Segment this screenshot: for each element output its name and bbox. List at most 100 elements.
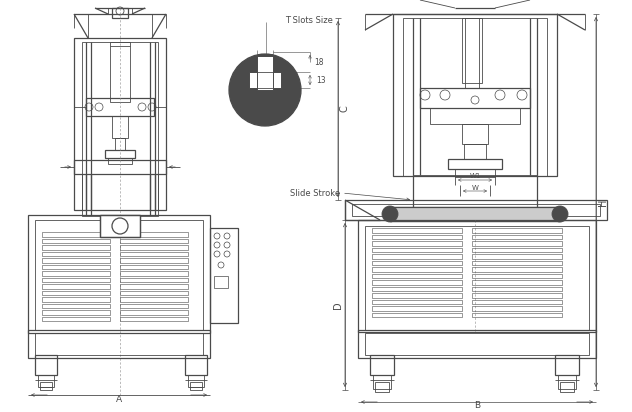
Text: W1: W1 (470, 173, 481, 179)
Bar (372, 312, 462, 317)
Bar (365, 226, 589, 330)
Bar (372, 306, 462, 311)
Bar (358, 220, 596, 332)
Bar (120, 271, 188, 276)
Bar (185, 355, 207, 375)
Bar (120, 265, 188, 269)
Bar (390, 207, 560, 221)
Bar (472, 248, 562, 252)
Bar (105, 150, 135, 158)
Bar (42, 245, 110, 250)
Bar (375, 382, 389, 392)
Bar (120, 258, 188, 262)
Bar (28, 330, 210, 358)
Bar (472, 274, 562, 278)
Bar (472, 306, 562, 311)
Bar (42, 297, 110, 302)
Bar (372, 234, 462, 239)
Bar (86, 98, 154, 116)
Bar (472, 260, 562, 265)
Bar (465, 18, 479, 88)
Bar (42, 239, 110, 243)
Bar (120, 278, 188, 282)
Bar (42, 278, 110, 282)
Bar (214, 276, 228, 288)
Bar (472, 228, 562, 232)
Bar (42, 251, 110, 256)
Bar (100, 215, 140, 237)
Bar (210, 228, 238, 323)
Bar (558, 375, 576, 389)
Bar (372, 228, 462, 232)
Bar (120, 239, 188, 243)
Bar (42, 290, 110, 295)
Bar (472, 312, 562, 317)
Bar (390, 207, 560, 221)
Bar (372, 248, 462, 252)
Bar (100, 215, 140, 237)
Circle shape (382, 206, 398, 222)
Bar (472, 280, 562, 285)
Bar (120, 316, 188, 321)
Bar (420, 88, 530, 108)
Bar (393, 14, 557, 176)
Bar (249, 72, 281, 88)
Bar (35, 220, 203, 330)
Bar (472, 293, 562, 297)
Bar (42, 232, 110, 236)
Bar (249, 72, 281, 88)
Bar (403, 18, 547, 176)
Bar (120, 251, 188, 256)
Bar (472, 286, 562, 291)
Bar (462, 18, 482, 83)
Bar (74, 160, 166, 174)
Bar (560, 382, 574, 392)
Text: H: H (598, 198, 608, 206)
Bar (448, 159, 502, 169)
Bar (352, 204, 600, 216)
Bar (372, 260, 462, 265)
Bar (35, 355, 57, 375)
Bar (42, 284, 110, 288)
Bar (390, 207, 560, 221)
Bar (120, 284, 188, 288)
Text: D: D (333, 301, 343, 309)
Bar (372, 274, 462, 278)
Bar (82, 42, 158, 210)
Bar (120, 297, 188, 302)
Bar (42, 310, 110, 314)
Text: B: B (474, 400, 480, 410)
Bar (115, 138, 125, 150)
Bar (42, 316, 110, 321)
Circle shape (552, 206, 568, 222)
Bar (40, 382, 52, 390)
Bar (120, 310, 188, 314)
Bar (108, 158, 132, 164)
Bar (462, 124, 488, 144)
Bar (257, 56, 273, 90)
Text: A: A (116, 396, 122, 405)
Bar (74, 38, 166, 210)
Bar (42, 271, 110, 276)
Text: C: C (339, 105, 349, 112)
Bar (372, 254, 462, 258)
Text: 13: 13 (316, 75, 325, 84)
Bar (372, 280, 462, 285)
Bar (372, 241, 462, 246)
Bar (372, 267, 462, 272)
Bar (372, 286, 462, 291)
Bar (112, 8, 128, 18)
Bar (472, 254, 562, 258)
Bar (370, 355, 394, 375)
Bar (413, 175, 537, 217)
Bar (28, 215, 210, 333)
Bar (455, 169, 495, 177)
Bar (120, 304, 188, 308)
Bar (120, 245, 188, 250)
Bar (120, 232, 188, 236)
Bar (110, 42, 130, 102)
Bar (358, 330, 596, 358)
Bar (472, 234, 562, 239)
Bar (82, 174, 158, 216)
Bar (365, 333, 589, 355)
